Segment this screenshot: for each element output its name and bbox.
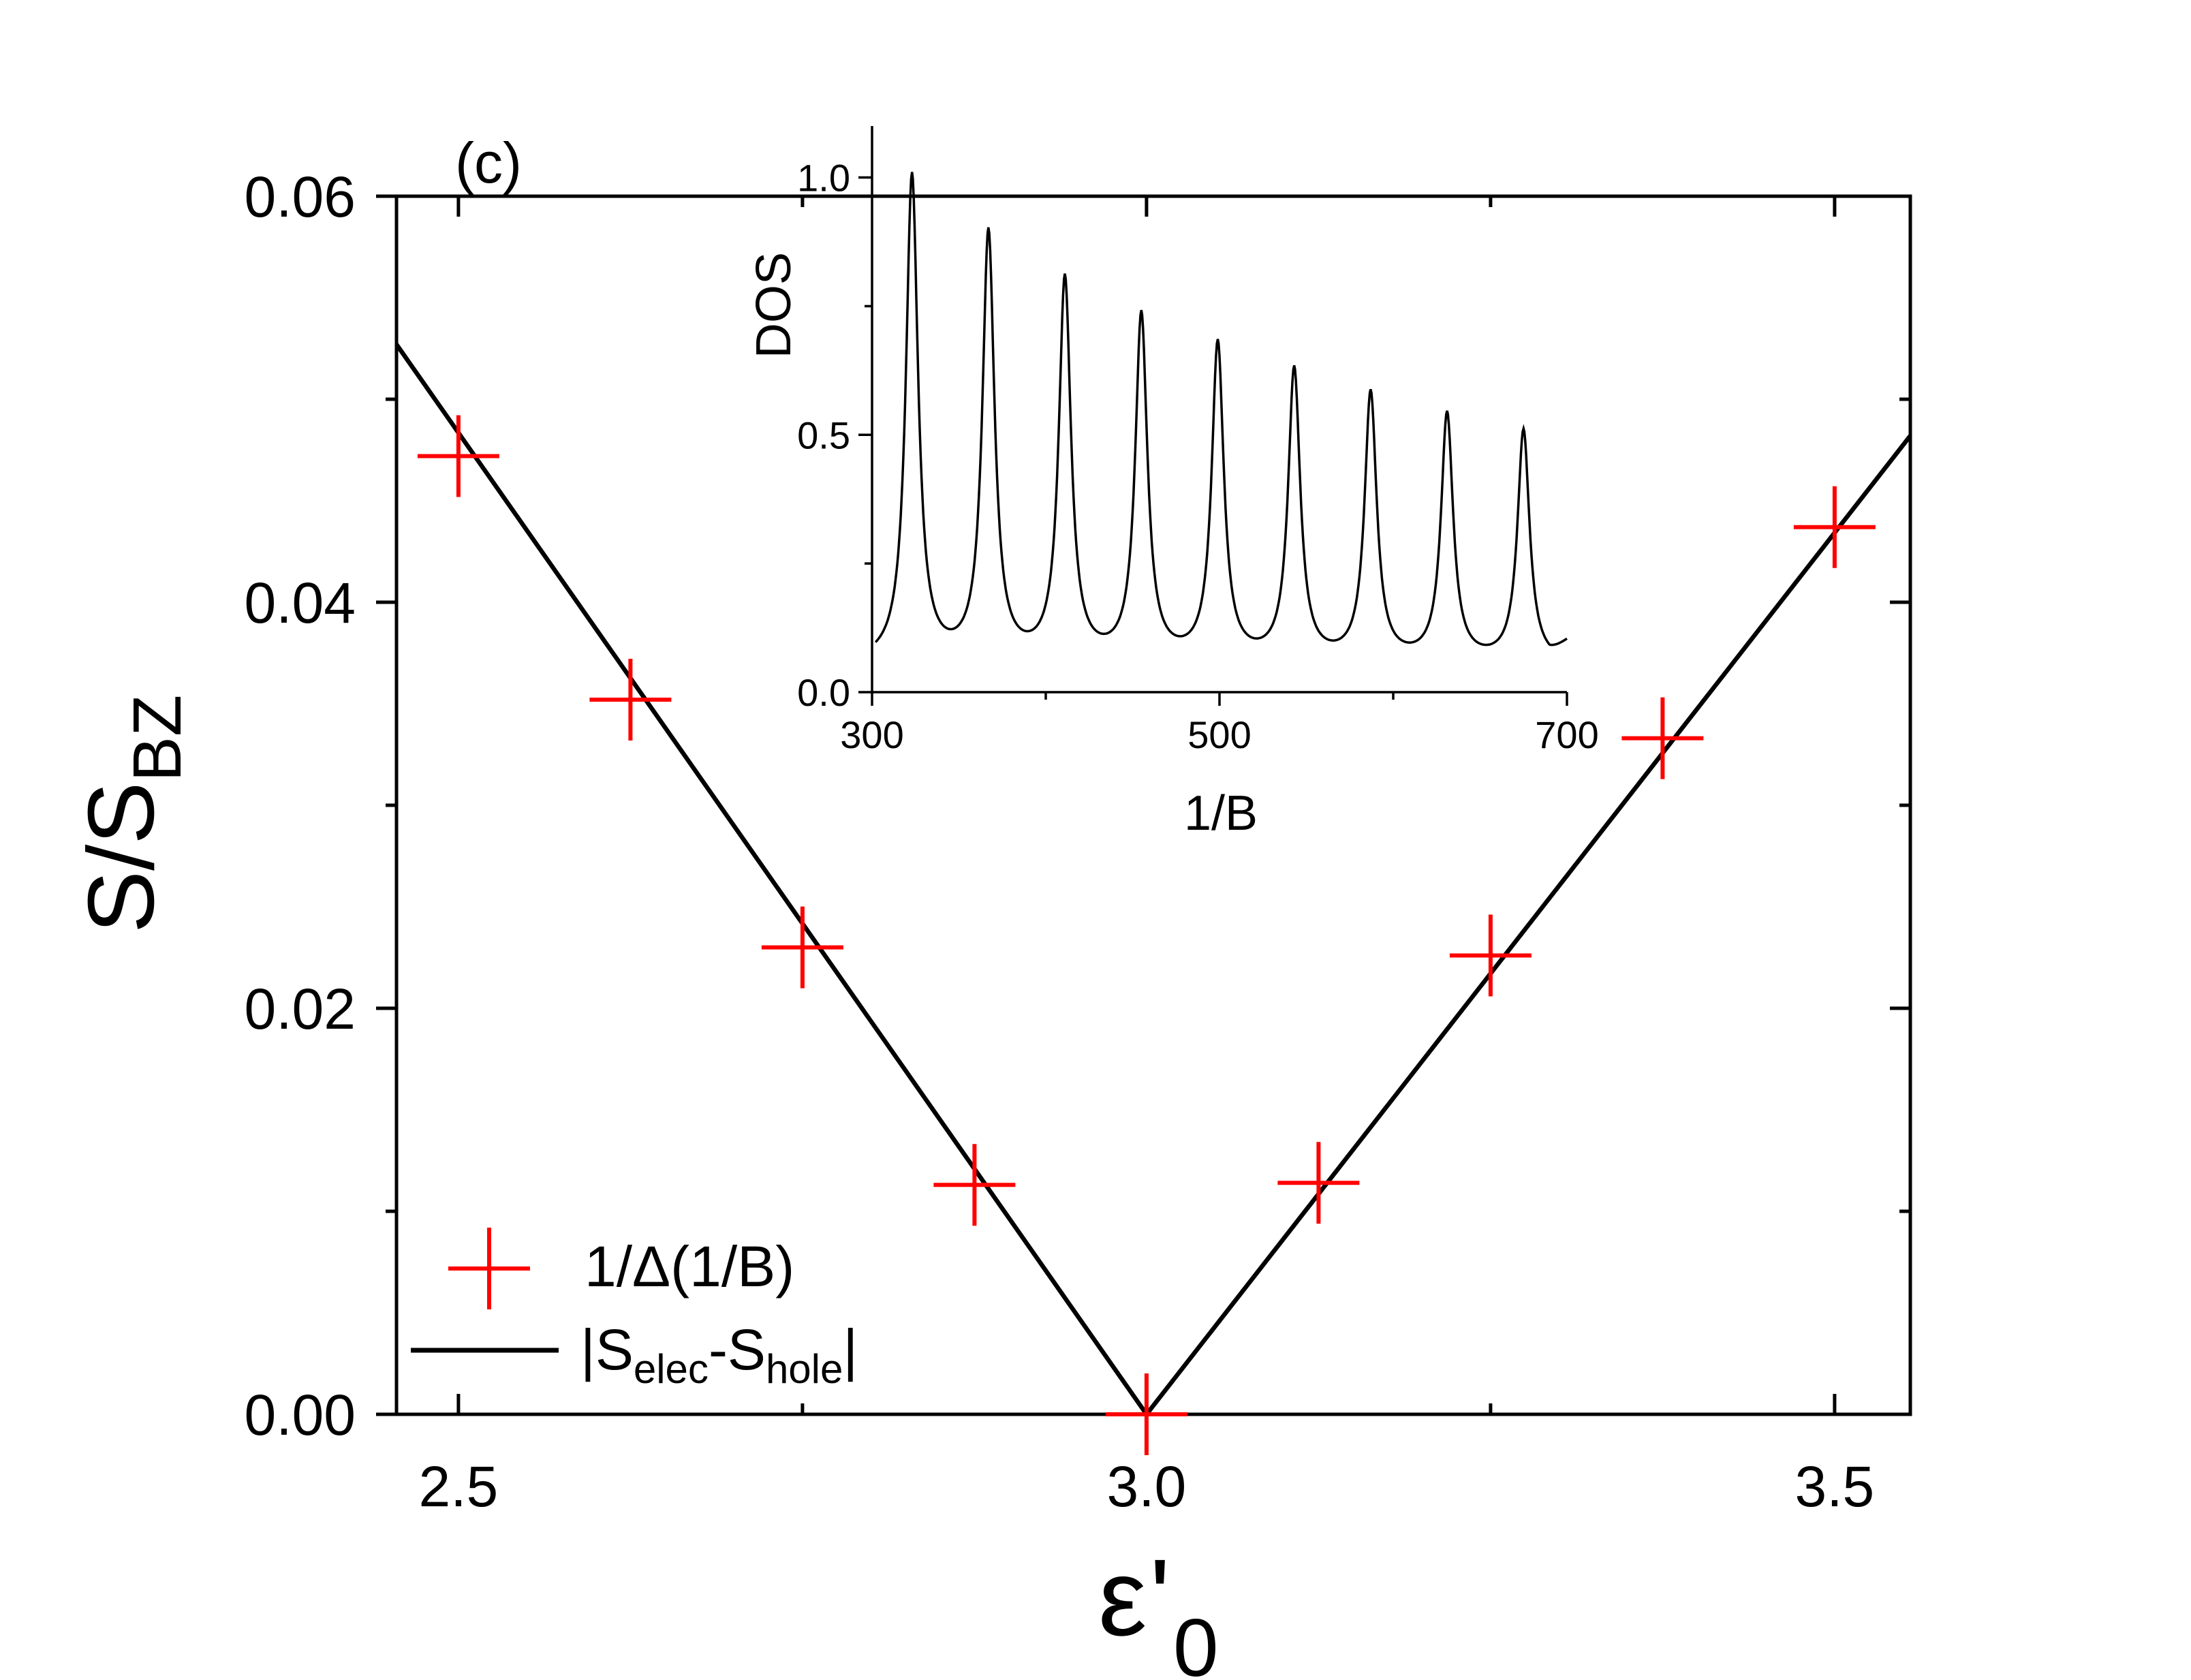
x-label-symbol: ε — [1098, 1536, 1147, 1658]
inset-x-tick-label: 500 — [1187, 713, 1251, 756]
data-point-plus — [1449, 914, 1532, 997]
data-point-plus — [589, 659, 672, 741]
main-x-axis-label: ε'0 — [1098, 1536, 1219, 1677]
inset-curve-layer — [874, 172, 1568, 647]
inset-y-tick-label: 0.0 — [797, 671, 850, 714]
dos-curve — [874, 172, 1568, 647]
main-markers — [417, 415, 1876, 1455]
data-point-plus — [1793, 486, 1876, 568]
inset-x-axis-label: 1/B — [1184, 786, 1258, 841]
y-label-sub: BZ — [119, 695, 196, 782]
inset-y-tick-label: 0.5 — [797, 414, 850, 456]
y-tick-label: 0.04 — [245, 571, 356, 635]
x-tick-label: 3.0 — [1107, 1455, 1187, 1519]
legend-marker-plus — [448, 1228, 530, 1309]
legend: 1/Δ(1/B) |Selec-Shole| — [411, 1228, 858, 1392]
legend-line-sub1: elec — [634, 1346, 709, 1392]
data-point-plus — [1277, 1142, 1360, 1224]
legend-line-base: |S — [580, 1318, 634, 1382]
x-tick-label: 2.5 — [419, 1455, 499, 1519]
legend-line-sub2: hole — [766, 1346, 843, 1392]
inset-ticks: 300 500 700 0.0 0.5 1.0 — [797, 157, 1599, 756]
legend-label-line: |Selec-Shole| — [580, 1318, 858, 1392]
y-label-main: S/S — [69, 782, 174, 933]
x-label-sub: 0 — [1173, 1602, 1219, 1677]
data-point-plus — [417, 415, 499, 497]
legend-label-scatter: 1/Δ(1/B) — [585, 1234, 794, 1298]
inset-x-tick-label: 300 — [840, 713, 903, 756]
y-tick-label: 0.06 — [245, 165, 356, 229]
inset-y-axis-label: DOS — [747, 252, 801, 358]
x-tick-label: 3.5 — [1795, 1455, 1875, 1519]
panel-label: (c) — [455, 131, 522, 195]
inset-chart: 300 500 700 0.0 0.5 1.0 1/B DOS — [747, 126, 1599, 841]
inset-x-tick-label: 700 — [1535, 713, 1598, 756]
main-y-axis-label: S/SBZ — [69, 695, 196, 933]
main-plot-frame — [394, 194, 1912, 1416]
legend-line-end: | — [843, 1318, 858, 1382]
data-point-plus — [761, 906, 843, 989]
y-tick-label: 0.00 — [245, 1383, 356, 1447]
data-point-plus — [1105, 1373, 1187, 1455]
data-point-plus — [1621, 697, 1704, 779]
data-point-plus — [933, 1144, 1016, 1226]
x-label-prime: ' — [1149, 1536, 1170, 1658]
main-ticks: 2.5 3.0 3.5 0.00 0.02 0.04 0.06 — [245, 165, 1910, 1519]
inset-y-tick-label: 1.0 — [797, 157, 850, 200]
legend-line-mid: -S — [709, 1318, 766, 1382]
y-tick-label: 0.02 — [245, 977, 356, 1041]
